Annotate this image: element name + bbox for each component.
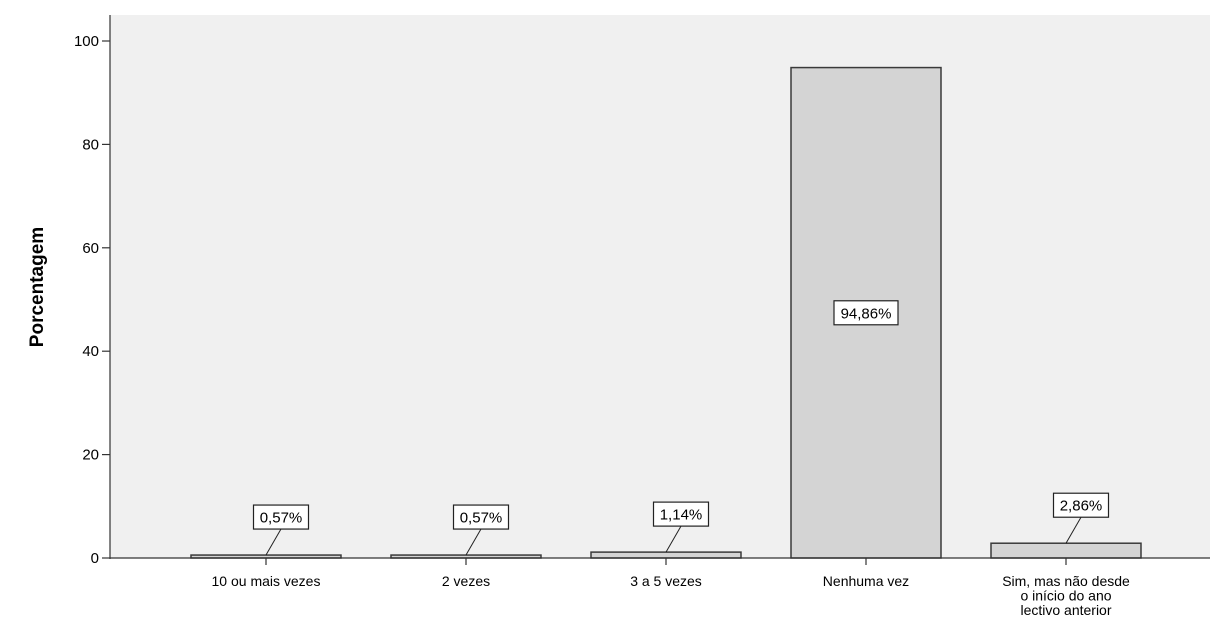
- data-label-box-1: [452, 504, 510, 530]
- y-tick-label-100: 100: [74, 33, 99, 50]
- data-label-leader-4: [1065, 516, 1082, 544]
- data-label-box-3: [833, 300, 899, 326]
- data-labels-group: 0,57% 0,57% 1,14% 94,86% 2,86%: [252, 300, 1110, 556]
- data-label-0: 0,57%: [252, 504, 310, 556]
- axes-group: [109, 15, 1210, 559]
- y-ticks-group: 0 20 40 60 80 100: [74, 33, 110, 567]
- y-tick-label-60: 60: [82, 240, 99, 257]
- data-label-text-4: 2,86%: [1060, 498, 1103, 515]
- data-label-text-0: 0,57%: [260, 510, 303, 527]
- x-category-label-1: 2 vezes: [442, 573, 490, 589]
- y-axis-label: Porcentagem: [27, 227, 48, 347]
- data-label-box-0: [252, 504, 310, 530]
- x-category-label-2: 3 a 5 vezes: [630, 573, 702, 589]
- data-label-text-3: 94,86%: [841, 305, 892, 322]
- data-label-box-2: [652, 501, 710, 527]
- y-tick-label-80: 80: [82, 136, 99, 153]
- data-label-text-2: 1,14%: [660, 507, 703, 524]
- bar-4: [990, 542, 1142, 559]
- y-tick-label-40: 40: [82, 343, 99, 360]
- data-label-leader-0: [265, 528, 282, 556]
- data-label-3: 94,86%: [833, 300, 899, 326]
- data-label-1: 0,57%: [452, 504, 510, 556]
- y-tick-label-20: 20: [82, 447, 99, 464]
- x-category-label-4: Sim, mas não desde o início do ano lectivo…: [1002, 573, 1130, 618]
- data-label-text-1: 0,57%: [460, 510, 503, 527]
- x-categories-group: 10 ou mais vezes 2 vezes 3 a 5 vezes Nenhum…: [212, 558, 1130, 618]
- data-label-4: 2,86%: [1052, 492, 1110, 544]
- y-tick-label-0: 0: [91, 550, 99, 567]
- bar-2: [590, 551, 742, 559]
- data-label-leader-2: [665, 525, 682, 553]
- x-category-label-3: Nenhuma vez: [823, 573, 909, 589]
- data-label-leader-1: [465, 528, 482, 556]
- x-category-label-0: 10 ou mais vezes: [212, 573, 321, 589]
- plot-area: [110, 15, 1210, 558]
- data-label-box-4: [1052, 492, 1110, 518]
- data-label-2: 1,14%: [652, 501, 710, 553]
